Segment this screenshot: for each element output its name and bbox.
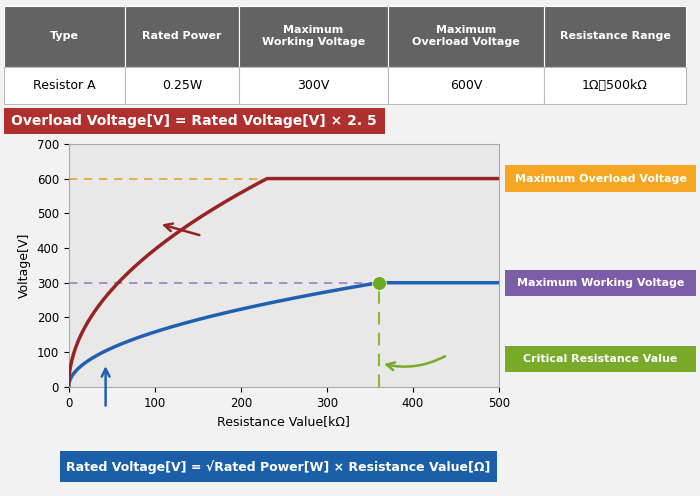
FancyBboxPatch shape bbox=[239, 5, 388, 66]
Text: Type: Type bbox=[50, 31, 78, 41]
Text: Critical Resistance Value: Critical Resistance Value bbox=[524, 354, 678, 364]
X-axis label: Resistance Value[kΩ]: Resistance Value[kΩ] bbox=[218, 415, 350, 428]
FancyBboxPatch shape bbox=[125, 5, 239, 66]
Text: Maximum
Working Voltage: Maximum Working Voltage bbox=[262, 25, 365, 47]
FancyBboxPatch shape bbox=[388, 5, 544, 66]
FancyBboxPatch shape bbox=[544, 5, 686, 66]
Text: 600V: 600V bbox=[450, 79, 482, 92]
FancyBboxPatch shape bbox=[388, 66, 544, 104]
FancyBboxPatch shape bbox=[125, 66, 239, 104]
Text: Maximum Working Voltage: Maximum Working Voltage bbox=[517, 278, 685, 288]
FancyBboxPatch shape bbox=[4, 5, 125, 66]
FancyBboxPatch shape bbox=[239, 66, 388, 104]
Text: Rated Power: Rated Power bbox=[142, 31, 222, 41]
FancyBboxPatch shape bbox=[505, 165, 696, 191]
Text: Maximum Overload Voltage: Maximum Overload Voltage bbox=[514, 174, 687, 184]
FancyBboxPatch shape bbox=[505, 270, 696, 296]
FancyBboxPatch shape bbox=[60, 451, 497, 482]
Y-axis label: Voltage[V]: Voltage[V] bbox=[18, 233, 31, 298]
Text: Resistor A: Resistor A bbox=[33, 79, 95, 92]
FancyBboxPatch shape bbox=[4, 66, 125, 104]
Text: 0.25W: 0.25W bbox=[162, 79, 202, 92]
Text: Resistance Range: Resistance Range bbox=[559, 31, 671, 41]
Text: Maximum
Overload Voltage: Maximum Overload Voltage bbox=[412, 25, 520, 47]
FancyBboxPatch shape bbox=[4, 108, 385, 134]
Text: Rated Voltage[V] = √Rated Power[W] × Resistance Value[Ω]: Rated Voltage[V] = √Rated Power[W] × Res… bbox=[66, 460, 491, 474]
FancyBboxPatch shape bbox=[544, 66, 686, 104]
Text: 300V: 300V bbox=[298, 79, 330, 92]
Text: 1Ω～500kΩ: 1Ω～500kΩ bbox=[582, 79, 648, 92]
Text: Overload Voltage[V] = Rated Voltage[V] × 2. 5: Overload Voltage[V] = Rated Voltage[V] ×… bbox=[11, 114, 377, 128]
FancyBboxPatch shape bbox=[505, 346, 696, 372]
